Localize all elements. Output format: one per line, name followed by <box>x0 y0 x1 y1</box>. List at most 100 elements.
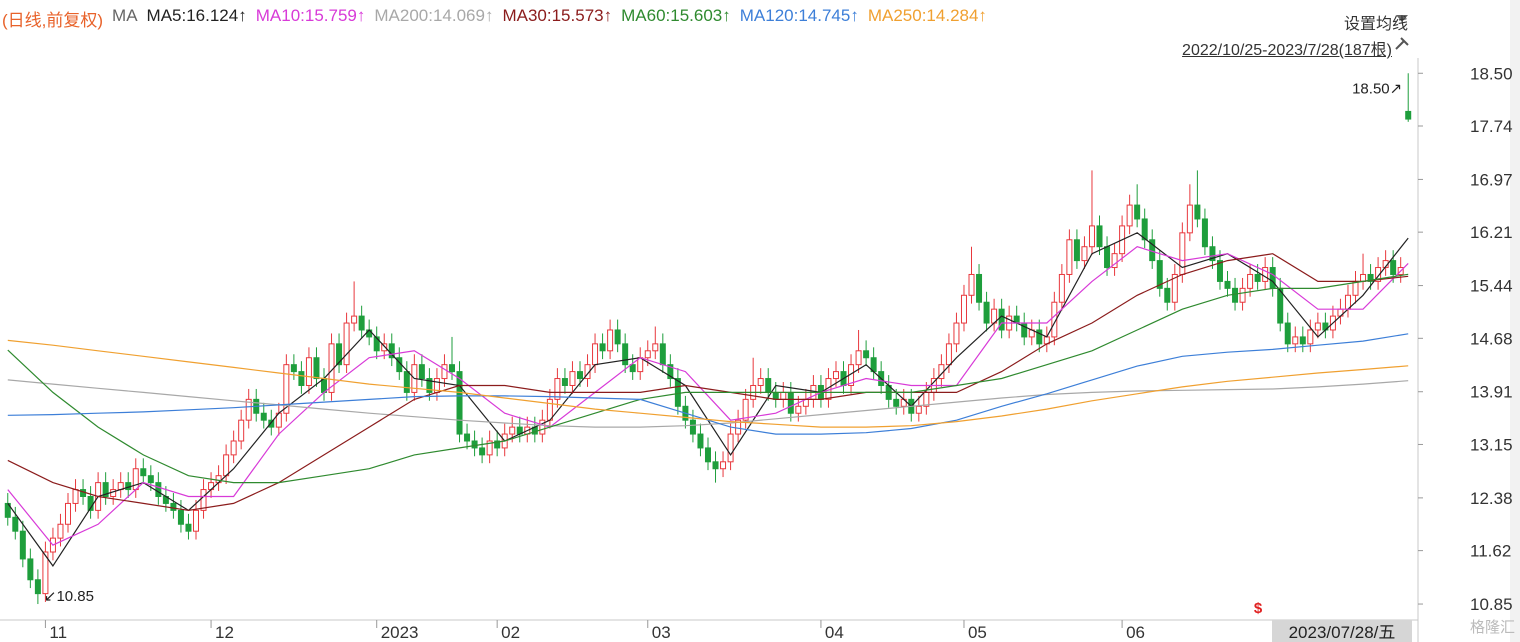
candle-body <box>697 433 704 449</box>
candle-body <box>1299 336 1306 345</box>
legend-entry[interactable]: MA30:15.573↑ <box>502 6 613 25</box>
candle-body <box>614 329 621 345</box>
y-tick-label: 16.97 <box>1470 170 1513 189</box>
candle-body <box>418 364 425 380</box>
candle-body <box>968 273 975 296</box>
candle-body <box>200 489 207 511</box>
candle-body <box>313 357 320 380</box>
candle-body <box>1367 273 1374 282</box>
candle-body <box>140 468 147 477</box>
dropdown-arrow[interactable] <box>1396 15 1408 22</box>
candle-body <box>863 350 870 359</box>
legend-entry[interactable]: MA250:14.284↑ <box>867 6 987 25</box>
candle-body <box>1405 110 1412 120</box>
y-tick-label: 12.38 <box>1470 489 1513 508</box>
candle-body <box>245 398 252 421</box>
candle-body <box>471 440 478 449</box>
candle-body <box>34 579 41 595</box>
y-tick-label: 17.74 <box>1470 117 1513 136</box>
candle-body <box>1058 273 1065 303</box>
y-tick-label: 13.15 <box>1470 435 1513 454</box>
candle-body <box>652 343 659 352</box>
candle-body <box>1239 287 1246 303</box>
candle-body <box>704 447 711 463</box>
candle-body <box>976 273 983 303</box>
candle-body <box>1066 239 1073 275</box>
candle-body <box>765 378 772 393</box>
candle-body <box>1134 204 1141 220</box>
candle-body <box>772 391 779 400</box>
candle-body <box>855 350 862 366</box>
candle-body <box>102 482 109 497</box>
legend-entry[interactable]: MA60:15.603↑ <box>621 6 731 25</box>
candle-body <box>1224 280 1231 289</box>
candle-body <box>546 398 553 421</box>
candle-body <box>1156 260 1163 289</box>
candle-body <box>351 315 358 324</box>
candle-body <box>1307 329 1314 345</box>
candle-body <box>998 308 1005 331</box>
candle-body <box>1186 204 1193 234</box>
candle-body <box>42 551 49 595</box>
candle-body <box>260 412 267 421</box>
candle-body <box>667 364 674 380</box>
candle-body <box>64 502 71 525</box>
candle-body <box>1247 273 1254 289</box>
x-tick-label: 03 <box>652 623 671 642</box>
candle-body <box>637 357 644 373</box>
ma-label: MA <box>112 6 138 25</box>
ma-settings[interactable]: 设置均线 <box>1343 16 1408 33</box>
candle-body <box>1036 329 1043 345</box>
candle-body <box>1284 322 1291 345</box>
candle-body <box>561 378 568 386</box>
legend-entry[interactable]: MA120:14.745↑ <box>739 6 859 25</box>
candle-body <box>1111 253 1118 269</box>
x-tick-label: 11 <box>49 623 67 642</box>
candle-body <box>19 530 26 560</box>
candle-body <box>576 371 583 380</box>
y-tick-label: 14.68 <box>1470 329 1513 348</box>
candle-body <box>1171 273 1178 303</box>
candle-body <box>1390 260 1397 275</box>
candle-body <box>1201 218 1208 248</box>
candle-body <box>27 558 34 581</box>
candle-body <box>945 343 952 366</box>
candle-body <box>727 433 734 463</box>
candle-body <box>1254 273 1261 282</box>
candle-body <box>358 315 365 331</box>
legend-entry[interactable]: MA10:15.759↑ <box>255 6 366 25</box>
candle-body <box>720 461 727 470</box>
candle-body <box>132 468 139 491</box>
candle-body <box>1096 225 1103 248</box>
candle-body <box>298 371 305 386</box>
date-range[interactable]: 2022/10/25-2023/7/28(187根) <box>1182 42 1392 59</box>
candle-body <box>757 378 764 386</box>
candle-body <box>554 378 561 400</box>
candle-body <box>659 343 666 366</box>
candle-body <box>1352 280 1359 296</box>
x-tick-label: 2023 <box>381 623 419 642</box>
candle-body <box>12 516 19 532</box>
candle-body <box>238 419 245 442</box>
y-tick-label: 13.91 <box>1470 383 1513 402</box>
candle-body <box>464 433 471 442</box>
candle-body <box>795 405 802 414</box>
legend-entry[interactable]: MA5:16.124↑ <box>146 6 247 25</box>
y-tick-label: 15.44 <box>1470 277 1513 296</box>
candle-body <box>832 371 839 380</box>
candle-body <box>373 336 380 352</box>
dividend-marker[interactable]: $ <box>1254 600 1263 617</box>
plot-area <box>4 73 1412 605</box>
candle-body <box>456 371 463 435</box>
ma-line <box>7 379 1409 428</box>
candle-body <box>674 378 681 407</box>
chart-title: (日线,前复权) <box>2 11 104 30</box>
legend-entry[interactable]: MA200:14.069↑ <box>374 6 494 25</box>
ma-line <box>7 246 1409 546</box>
pin-icon[interactable] <box>1395 37 1409 50</box>
annotation: ↙10.85 <box>44 588 94 605</box>
x-tick-label: 04 <box>825 623 844 642</box>
candle-body <box>448 364 455 373</box>
